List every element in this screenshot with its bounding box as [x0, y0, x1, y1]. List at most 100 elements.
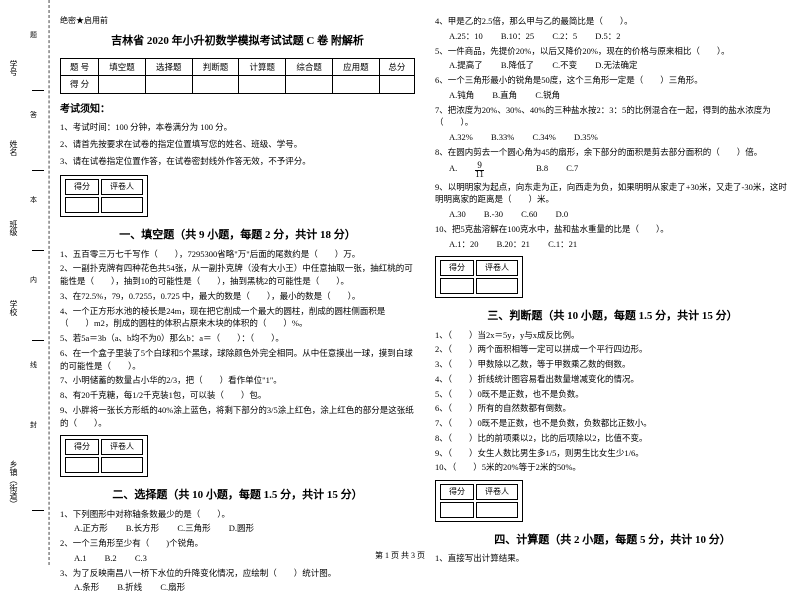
opts: A.条形 B.折线 C.扇形 [60, 581, 415, 594]
opt: A.提高了 [449, 60, 483, 70]
q: 6、在一个盒子里装了5个白球和5个黑球，球除颜色外完全相同。从中任意摸出一球，摸… [60, 347, 415, 373]
opts: A.1：20 B.20：21 C.1：21 [435, 238, 790, 251]
notice-item: 1、考试时间：100 分钟，本卷满分为 100 分。 [60, 121, 415, 134]
table-row: 题 号 填空题 选择题 判断题 计算题 综合题 应用题 总分 [61, 58, 415, 76]
gb-c1: 得分 [440, 260, 474, 276]
opt: B.-30 [484, 209, 503, 219]
opt: A.1：20 [449, 239, 479, 249]
page-footer: 第 1 页 共 3 页 [0, 550, 800, 561]
dotted-line [48, 0, 49, 565]
margin-label-class: 班级 [8, 220, 19, 236]
q: 7、（ ）0既不是正数，也不是负数，负数都比正数小。 [435, 417, 790, 430]
q: 4、（ ）折线统计图容易看出数量增减变化的情况。 [435, 373, 790, 386]
q: 2、（ ）两个面积相等一定可以拼成一个平行四边形。 [435, 343, 790, 356]
opt: D.圆形 [229, 523, 254, 533]
margin-char: 内 [30, 275, 37, 285]
td [145, 76, 192, 94]
q: 3、（ ）甲数除以乙数，等于甲数乘乙数的倒数。 [435, 358, 790, 371]
q: 2、一个三角形至少有（ )个锐角。 [60, 537, 415, 550]
margin-line [32, 340, 44, 341]
q: 4、一个正方形水池的棱长是24m，现在把它削成一个最大的圆柱，削成的圆柱侧面积是… [60, 305, 415, 331]
margin-line [32, 170, 44, 171]
margin-line [32, 250, 44, 251]
table-row: 得 分 [61, 76, 415, 94]
opt: A.钝角 [449, 90, 474, 100]
td [99, 76, 146, 94]
notice-item: 3、请在试卷指定位置作答，在试卷密封线外作答无效，不予评分。 [60, 155, 415, 168]
opt: C.不变 [552, 60, 577, 70]
margin-char: 题 [30, 30, 37, 40]
q: 6、一个三角形最小的锐角是50度，这个三角形一定是（ ）三角形。 [435, 74, 790, 87]
opt: C.34% [532, 132, 555, 142]
margin-char: 本 [30, 195, 37, 205]
section2-title: 二、选择题（共 10 小题，每题 1.5 分，共计 15 分） [60, 487, 415, 504]
gb-c2: 评卷人 [101, 179, 143, 195]
q: 5、若5a＝3b（a、b均不为0）那么b：a＝（ ）：（ ）。 [60, 332, 415, 345]
opt: C.7 [566, 163, 578, 173]
grade-box: 得分 评卷人 [60, 175, 148, 217]
opt: A.正方形 [74, 523, 108, 533]
section4-title: 四、计算题（共 2 小题，每题 5 分，共计 10 分） [435, 532, 790, 549]
section1-title: 一、填空题（共 9 小题，每题 2 分，共计 18 分） [60, 227, 415, 244]
gb-c2: 评卷人 [101, 439, 143, 455]
opts: A.正方形 B.长方形 C.三角形 D.圆形 [60, 522, 415, 535]
opt: B.20：21 [497, 239, 530, 249]
td [286, 76, 333, 94]
td [332, 76, 379, 94]
gb-c1: 得分 [440, 484, 474, 500]
opt: C.2：5 [552, 31, 577, 41]
q: 7、把浓度为20%、30%、40%的三种盐水按2：3：5的比例混合在一起，得到的… [435, 104, 790, 130]
margin-label-school: 学校 [8, 300, 19, 316]
opts: A.提高了 B.降低了 C.不变 D.无法确定 [435, 59, 790, 72]
opt: A.911 [449, 163, 518, 173]
section3-title: 三、判断题（共 10 小题，每题 1.5 分，共计 15 分） [435, 308, 790, 325]
th: 判断题 [192, 58, 239, 76]
right-column: 4、甲是乙的2.5倍，那么甲与乙的最简比是（ ）。 A.25：10 B.10：2… [435, 15, 790, 560]
content-area: 绝密★启用前 吉林省 2020 年小升初数学模拟考试试题 C 卷 附解析 题 号… [50, 0, 800, 565]
opt: B.10：25 [501, 31, 534, 41]
q: 3、在72.5%，79，0.7255，0.725 中，最大的数是（ ），最小的数… [60, 290, 415, 303]
opt: D.35% [574, 132, 598, 142]
opt: B.折线 [117, 582, 142, 592]
th: 选择题 [145, 58, 192, 76]
score-table: 题 号 填空题 选择题 判断题 计算题 综合题 应用题 总分 得 分 [60, 58, 415, 95]
opt: B.8 [536, 163, 548, 173]
gb-c2: 评卷人 [476, 260, 518, 276]
q: 5、（ ）0既不是正数，也不是负数。 [435, 388, 790, 401]
opt: C.1：21 [548, 239, 577, 249]
opt: C.扇形 [160, 582, 185, 592]
margin-char: 线 [30, 360, 37, 370]
th: 应用题 [332, 58, 379, 76]
td [379, 76, 414, 94]
opt: C.60 [521, 209, 537, 219]
q: 8、有20千克糖，每1/2千克装1包，可以装（ ）包。 [60, 389, 415, 402]
th: 题 号 [61, 58, 99, 76]
gb-c1: 得分 [65, 439, 99, 455]
margin-label-name: 姓名 [8, 140, 19, 156]
opt: C.锐角 [535, 90, 560, 100]
opt: D.无法确定 [595, 60, 637, 70]
th: 计算题 [239, 58, 286, 76]
gb-c2: 评卷人 [476, 484, 518, 500]
opts: A.25：10 B.10：25 C.2：5 D.5：2 [435, 30, 790, 43]
q: 4、甲是乙的2.5倍，那么甲与乙的最简比是（ ）。 [435, 15, 790, 28]
margin-char: 答 [30, 110, 37, 120]
q: 1、（ ）当2x＝5y，y与x成反比例。 [435, 329, 790, 342]
opt: B.降低了 [501, 60, 534, 70]
q: 3、为了反映南昌八一桥下水位的升降变化情况，应绘制（ ）统计图。 [60, 567, 415, 580]
exam-title: 吉林省 2020 年小升初数学模拟考试试题 C 卷 附解析 [60, 33, 415, 50]
seal-tag: 绝密★启用前 [60, 15, 415, 27]
notice-title: 考试须知： [60, 102, 415, 117]
td [192, 76, 239, 94]
q: 2、一副扑克牌有四种花色共54张，从一副扑克牌（没有大小王）中任意抽取一张，抽红… [60, 262, 415, 288]
opt: A.30 [449, 209, 466, 219]
opt: C.三角形 [177, 523, 210, 533]
td: 得 分 [61, 76, 99, 94]
q: 5、一件商品，先提价20%，以后又降价20%，现在的价格与原来相比（ ）。 [435, 45, 790, 58]
q: 1、下列图形中对称轴条数最少的是（ ）。 [60, 508, 415, 521]
q: 6、（ ）所有的自然数都有倒数。 [435, 402, 790, 415]
opt: B.33% [491, 132, 514, 142]
opts: A.30 B.-30 C.60 D.0 [435, 208, 790, 221]
opt: A.25：10 [449, 31, 483, 41]
q: 10、把5克盐溶解在100克水中，盐和盐水重量的比是（ ）。 [435, 223, 790, 236]
